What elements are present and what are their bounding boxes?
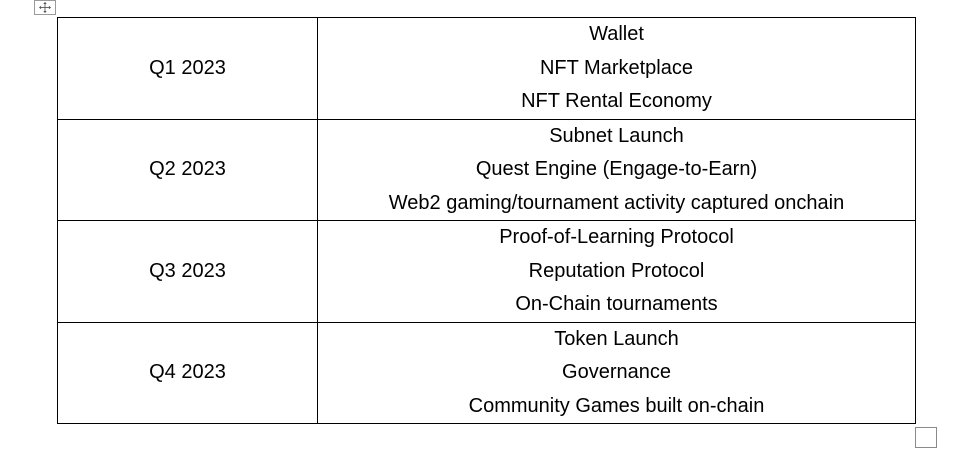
milestone-item: Proof-of-Learning Protocol bbox=[499, 226, 734, 248]
table-row: Q3 2023 Proof-of-Learning Protocol Reput… bbox=[57, 220, 916, 323]
quarter-label: Q1 2023 bbox=[149, 56, 226, 79]
milestones-cell[interactable]: Token Launch Governance Community Games … bbox=[317, 321, 916, 424]
table-row: Q4 2023 Token Launch Governance Communit… bbox=[57, 321, 916, 424]
quarter-label: Q2 2023 bbox=[149, 158, 226, 181]
milestones-cell[interactable]: Proof-of-Learning Protocol Reputation Pr… bbox=[317, 220, 916, 323]
milestone-item: Subnet Launch bbox=[549, 124, 684, 147]
quarter-cell[interactable]: Q3 2023 bbox=[57, 220, 318, 323]
milestone-item: NFT Marketplace bbox=[539, 56, 693, 79]
milestone-item: Wallet bbox=[589, 23, 644, 45]
milestone-item: Quest Engine (Engage-to-Earn) bbox=[475, 158, 758, 180]
table-resize-handle[interactable] bbox=[915, 427, 937, 448]
milestone-item: Community Games built on-chain bbox=[468, 394, 765, 417]
quarter-label: Q4 2023 bbox=[149, 361, 226, 384]
quarter-cell[interactable]: Q4 2023 bbox=[57, 321, 318, 424]
quarter-label: Q3 2023 bbox=[149, 259, 226, 282]
milestones-cell[interactable]: Wallet NFT Marketplace NFT Rental Econom… bbox=[317, 17, 916, 120]
milestone-item: NFT Rental Economy bbox=[521, 90, 712, 112]
move-arrows-icon bbox=[38, 1, 52, 14]
table-row: Q2 2023 Subnet Launch Quest Engine (Enga… bbox=[57, 118, 916, 221]
milestone-item: Web2 gaming/tournament activity captured… bbox=[388, 191, 845, 214]
table-row: Q1 2023 Wallet NFT Marketplace NFT Renta… bbox=[57, 17, 916, 120]
table-move-handle[interactable] bbox=[34, 0, 56, 15]
milestone-item: Governance bbox=[562, 361, 671, 383]
quarter-cell[interactable]: Q1 2023 bbox=[57, 17, 318, 120]
milestone-item: Token Launch bbox=[554, 327, 679, 350]
quarter-cell[interactable]: Q2 2023 bbox=[57, 118, 318, 221]
milestone-item: On-Chain tournaments bbox=[515, 293, 718, 315]
roadmap-table: Q1 2023 Wallet NFT Marketplace NFT Renta… bbox=[57, 17, 916, 424]
milestones-cell[interactable]: Subnet Launch Quest Engine (Engage-to-Ea… bbox=[317, 118, 916, 221]
milestone-item: Reputation Protocol bbox=[528, 259, 705, 282]
